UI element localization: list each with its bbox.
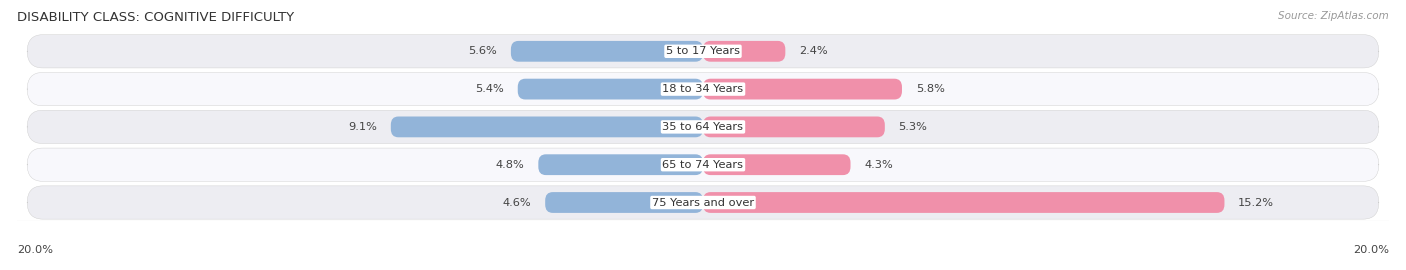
Text: 5.3%: 5.3% [898,122,928,132]
Text: 15.2%: 15.2% [1239,197,1274,208]
Text: 4.6%: 4.6% [503,197,531,208]
Text: 4.3%: 4.3% [865,160,893,170]
Text: 5.4%: 5.4% [475,84,503,94]
FancyBboxPatch shape [391,117,703,137]
Text: Source: ZipAtlas.com: Source: ZipAtlas.com [1278,11,1389,21]
FancyBboxPatch shape [538,154,703,175]
Text: 2.4%: 2.4% [799,46,828,56]
FancyBboxPatch shape [703,117,884,137]
Text: 75 Years and over: 75 Years and over [652,197,754,208]
FancyBboxPatch shape [27,186,1379,219]
Text: 20.0%: 20.0% [1353,245,1389,255]
Text: 5.8%: 5.8% [915,84,945,94]
Text: 65 to 74 Years: 65 to 74 Years [662,160,744,170]
FancyBboxPatch shape [27,148,1379,181]
Text: 35 to 64 Years: 35 to 64 Years [662,122,744,132]
FancyBboxPatch shape [27,35,1379,68]
FancyBboxPatch shape [546,192,703,213]
Text: 4.8%: 4.8% [496,160,524,170]
Text: 9.1%: 9.1% [349,122,377,132]
FancyBboxPatch shape [703,154,851,175]
FancyBboxPatch shape [510,41,703,62]
FancyBboxPatch shape [27,72,1379,106]
Text: 5.6%: 5.6% [468,46,498,56]
FancyBboxPatch shape [27,110,1379,144]
FancyBboxPatch shape [703,79,903,99]
Text: 20.0%: 20.0% [17,245,53,255]
Text: 18 to 34 Years: 18 to 34 Years [662,84,744,94]
Text: 5 to 17 Years: 5 to 17 Years [666,46,740,56]
FancyBboxPatch shape [517,79,703,99]
Text: DISABILITY CLASS: COGNITIVE DIFFICULTY: DISABILITY CLASS: COGNITIVE DIFFICULTY [17,11,294,24]
FancyBboxPatch shape [703,192,1225,213]
FancyBboxPatch shape [703,41,786,62]
